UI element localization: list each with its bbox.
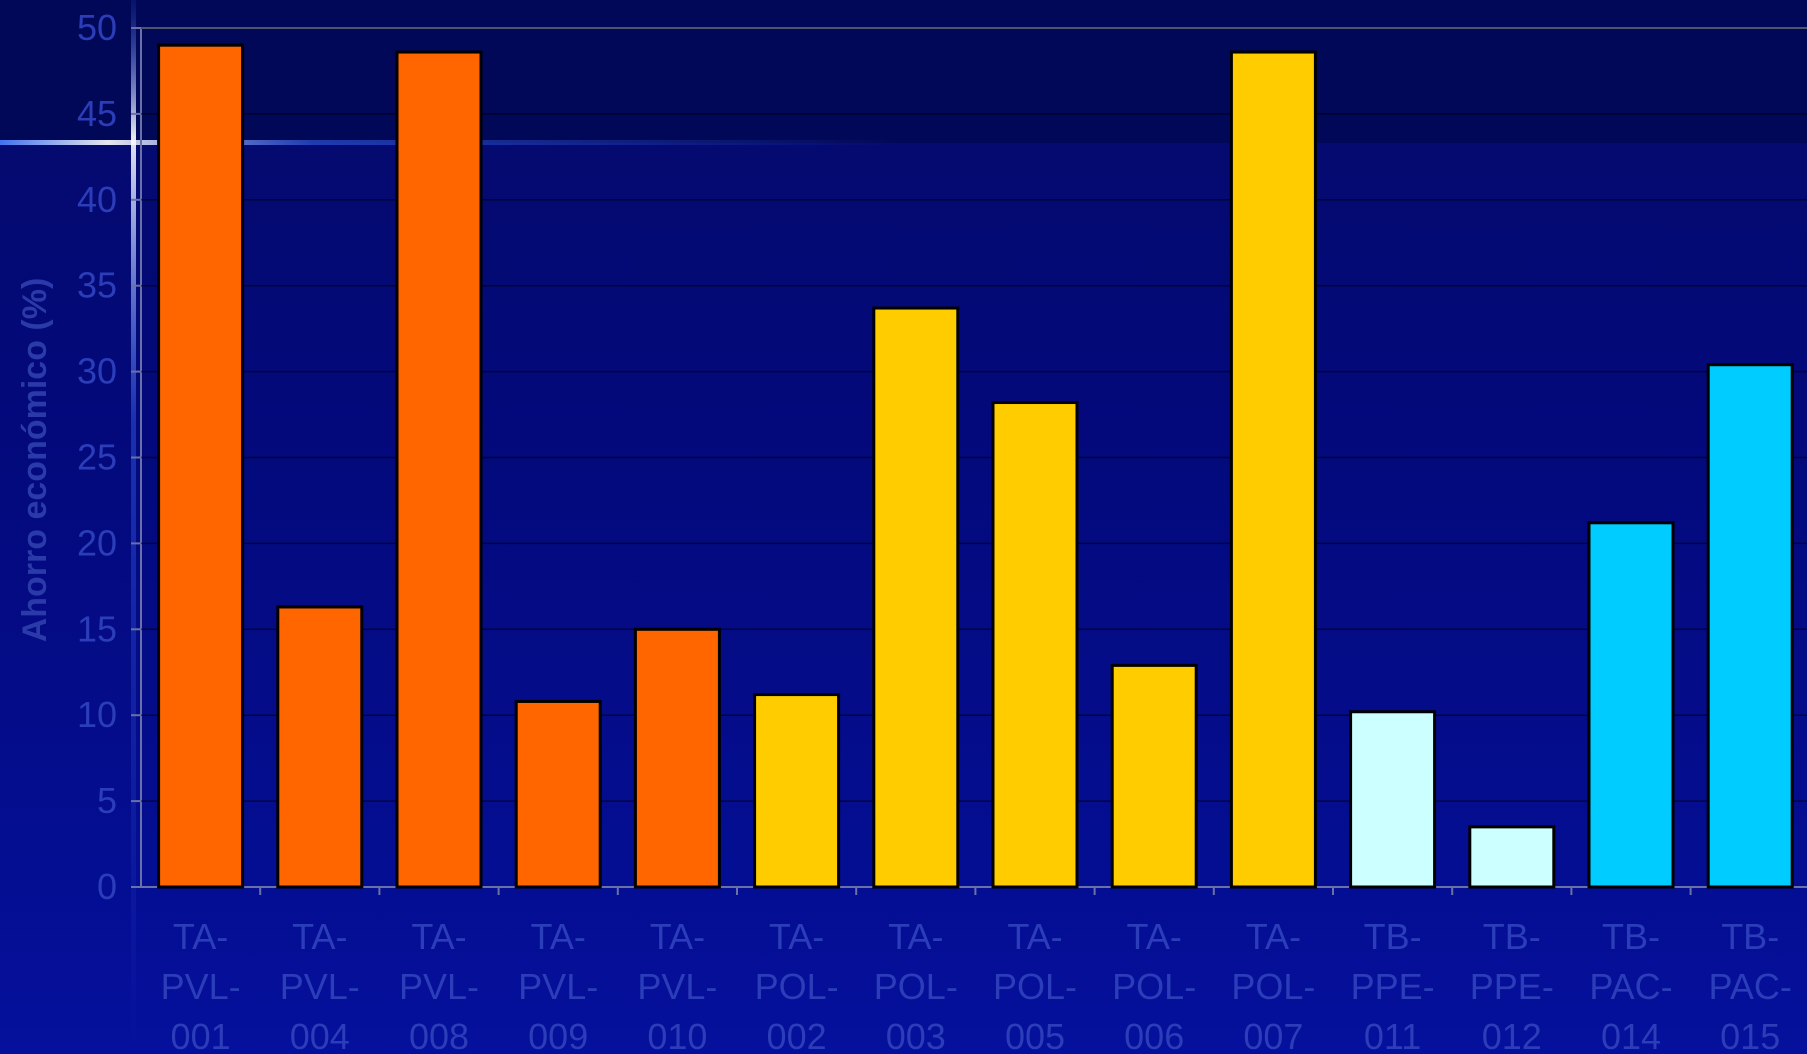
bar-ta-pvl-010 [633, 627, 721, 889]
y-tick-label: 20 [77, 522, 117, 563]
vertical-light-streak [131, 0, 136, 1054]
x-tick-label: TB-PAC-015 [1709, 916, 1792, 1054]
x-tick-label: TA-PVL-008 [399, 916, 479, 1054]
y-tick-label: 5 [97, 780, 117, 821]
bar-ta-pvl-008 [395, 50, 483, 889]
bar-ta-pol-006 [1110, 663, 1198, 889]
y-tick-label: 35 [77, 265, 117, 306]
bar-tb-pac-015 [1706, 363, 1794, 889]
y-tick-label: 30 [77, 351, 117, 392]
x-tick-label: TA-POL-003 [874, 916, 958, 1054]
y-tick-label: 0 [97, 866, 117, 907]
bar-tb-ppe-012 [1468, 825, 1556, 889]
y-tick-label: 45 [77, 93, 117, 134]
x-tick-label: TA-POL-007 [1231, 916, 1315, 1054]
y-tick-label: 40 [77, 179, 117, 220]
bar-tb-pac-014 [1587, 521, 1675, 889]
x-tick-label: TB-PPE-011 [1351, 916, 1435, 1054]
bar-ta-pol-007 [1229, 50, 1317, 889]
bars [157, 43, 1794, 889]
x-tick-label: TB-PPE-012 [1470, 916, 1554, 1054]
x-tick-label: TB-PAC-014 [1589, 916, 1672, 1054]
bar-ta-pvl-009 [514, 699, 602, 889]
y-tick-label: 15 [77, 608, 117, 649]
y-axis-label: Ahorro económico (%) [16, 278, 54, 643]
bar-ta-pol-002 [753, 693, 841, 889]
x-tick-label: TA-PVL-004 [280, 916, 360, 1054]
bar-ta-pvl-004 [276, 605, 364, 889]
y-tick-labels: 0 5 10 15 20 25 30 35 40 45 50 [77, 7, 117, 907]
y-tick-label: 10 [77, 694, 117, 735]
x-tick-label: TA-POL-005 [993, 916, 1077, 1054]
x-tick-labels: TA-PVL-001 TA-PVL-004 TA-PVL-008 TA-PVL-009… [161, 916, 1792, 1054]
x-tick-label: TA-PVL-009 [518, 916, 598, 1054]
x-tick-label: TA-POL-006 [1112, 916, 1196, 1054]
bar-tb-ppe-011 [1349, 710, 1437, 889]
x-tick-label: TA-PVL-010 [637, 916, 717, 1054]
x-tick-label: TA-PVL-001 [161, 916, 241, 1054]
bar-ta-pol-005 [991, 401, 1079, 889]
top-dark-band [0, 0, 1807, 143]
x-tick-label: TA-POL-002 [755, 916, 839, 1054]
gridlines [131, 27, 1807, 895]
y-tick-label: 25 [77, 437, 117, 478]
bar-ta-pol-003 [872, 306, 960, 889]
bar-ta-pvl-001 [157, 43, 245, 889]
y-tick-label: 50 [77, 7, 117, 48]
